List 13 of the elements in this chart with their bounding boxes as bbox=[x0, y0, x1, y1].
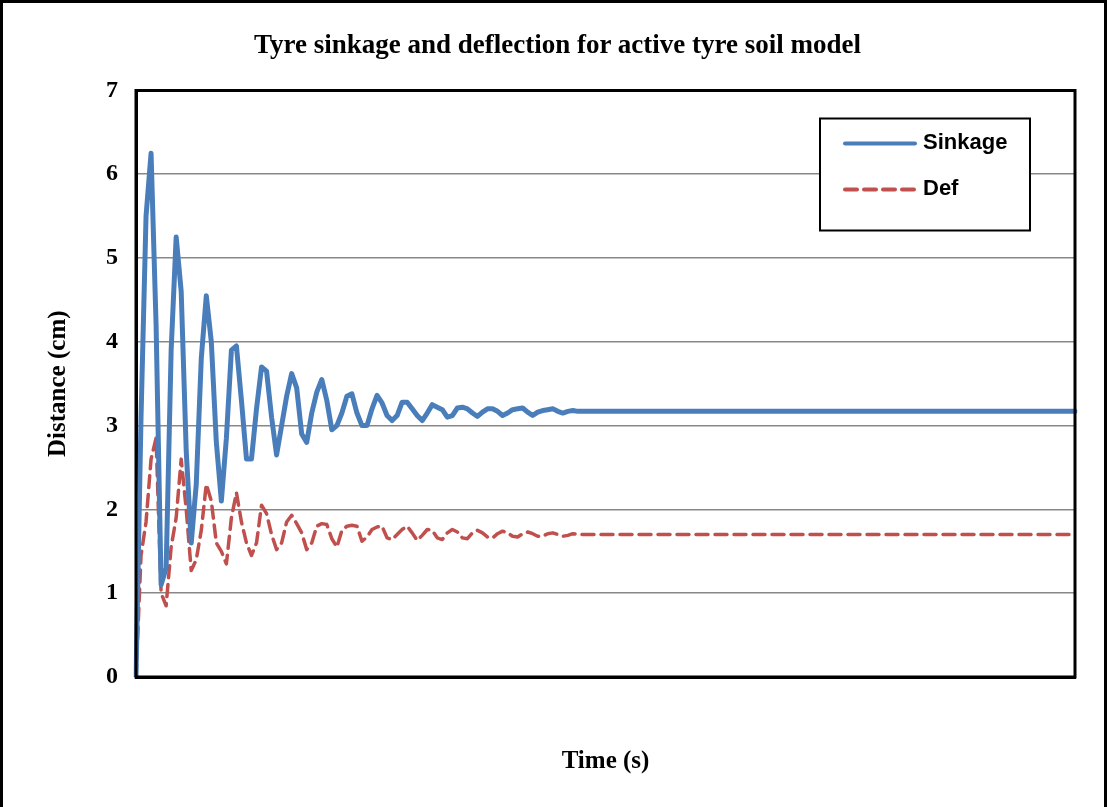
y-tick-label: 2 bbox=[106, 494, 118, 521]
y-axis-title: Distance (cm) bbox=[43, 310, 72, 457]
y-tick-label: 1 bbox=[106, 578, 118, 605]
y-tick-label: 7 bbox=[106, 75, 118, 102]
y-tick-label: 3 bbox=[106, 410, 118, 437]
y-tick-label: 0 bbox=[106, 662, 118, 689]
y-tick-label: 5 bbox=[106, 243, 118, 270]
x-axis-title: Time (s) bbox=[561, 746, 650, 775]
legend-label: Sinkage bbox=[923, 129, 1008, 155]
chart-title: Tyre sinkage and deflection for active tyre soil model bbox=[254, 29, 862, 60]
legend-label: Def bbox=[923, 175, 960, 201]
y-tick-label: 6 bbox=[106, 159, 118, 186]
y-tick-label: 4 bbox=[106, 327, 118, 353]
